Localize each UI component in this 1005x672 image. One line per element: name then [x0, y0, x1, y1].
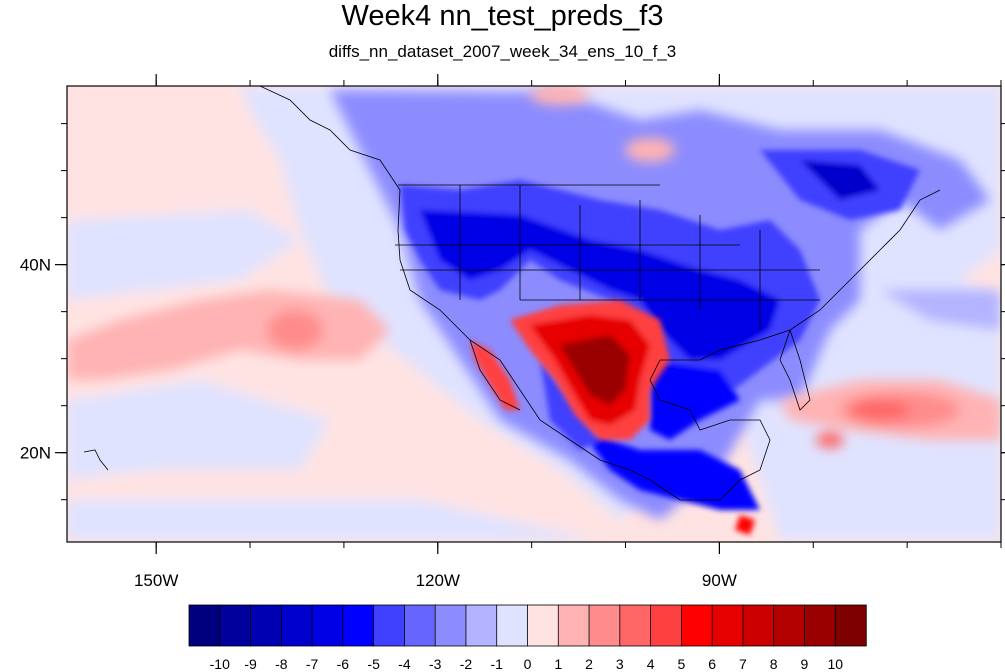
colorbar-swatch: [527, 604, 559, 647]
colorbar: -10 -9 -8 -7 -6 -5 -4 -3 -2 -1 0 1 2 3 4 5 6 7 8 9 10: [188, 604, 867, 672]
colorbar-swatch: [619, 604, 652, 647]
colorbar-swatch: [773, 604, 806, 647]
colorbar-label: 1: [554, 656, 562, 672]
figure-title: Week4 nn_test_preds_f3: [341, 0, 664, 32]
mexico-red-regions: [470, 300, 755, 535]
colorbar-label: 6: [708, 656, 716, 672]
colorbar-swatch: [465, 604, 498, 647]
colorbar-swatch: [496, 604, 529, 647]
colorbar-label: -1: [491, 656, 504, 672]
x-tick-label: 150W: [134, 571, 178, 590]
colorbar-label: 3: [616, 656, 624, 672]
colorbar-swatch: [342, 604, 375, 647]
colorbar-swatch: [557, 604, 590, 647]
colorbar-swatch: [404, 604, 436, 647]
colorbar-label: -7: [306, 656, 319, 672]
colorbar-swatch: [311, 604, 344, 647]
colorbar-swatch: [280, 604, 313, 647]
anomaly-field: [67, 86, 1001, 542]
colorbar-label: 5: [677, 656, 685, 672]
colorbar-label: -9: [244, 656, 257, 672]
y-tick-label: 40N: [20, 256, 51, 275]
colorbar-label: -2: [460, 656, 473, 672]
colorbar-swatch: [434, 604, 467, 647]
pacific-red-regions: [67, 86, 1001, 448]
coastlines: [83, 86, 941, 501]
colorbar-label: 0: [524, 656, 532, 672]
map-frame: [66, 85, 1002, 543]
colorbar-swatch: [742, 604, 775, 647]
x-tick-label: 90W: [702, 571, 737, 590]
colorbar-label: 10: [827, 656, 843, 672]
colorbar-swatch: [650, 604, 683, 647]
colorbar-label: 4: [647, 656, 655, 672]
colorbar-swatch: [711, 604, 744, 647]
colorbar-label: -6: [337, 656, 350, 672]
colorbar-swatch: [219, 604, 252, 647]
colorbar-label: -10: [210, 656, 230, 672]
colorbar-swatch: [680, 604, 713, 647]
colorbar-swatch: [373, 604, 406, 647]
colorbar-label: 7: [739, 656, 747, 672]
x-tick-label: 120W: [416, 571, 460, 590]
colorbar-label: -4: [398, 656, 411, 672]
y-tick-label: 20N: [20, 444, 51, 463]
colorbar-swatch: [188, 604, 221, 647]
colorbar-swatch: [834, 604, 867, 647]
colorbar-label: 2: [585, 656, 593, 672]
figure-subtitle: diffs_nn_dataset_2007_week_34_ens_10_f_3: [328, 42, 677, 61]
colorbar-swatch: [588, 604, 621, 647]
colorbar-label: 9: [801, 656, 809, 672]
colorbar-label: -8: [275, 656, 288, 672]
colorbar-label: -5: [367, 656, 380, 672]
colorbar-label: 8: [770, 656, 778, 672]
colorbar-swatch: [804, 604, 836, 647]
axis-ticks: 150W 120W 90W 40N 20N: [20, 74, 1005, 590]
colorbar-label: -3: [429, 656, 442, 672]
colorbar-swatch: [250, 604, 283, 647]
